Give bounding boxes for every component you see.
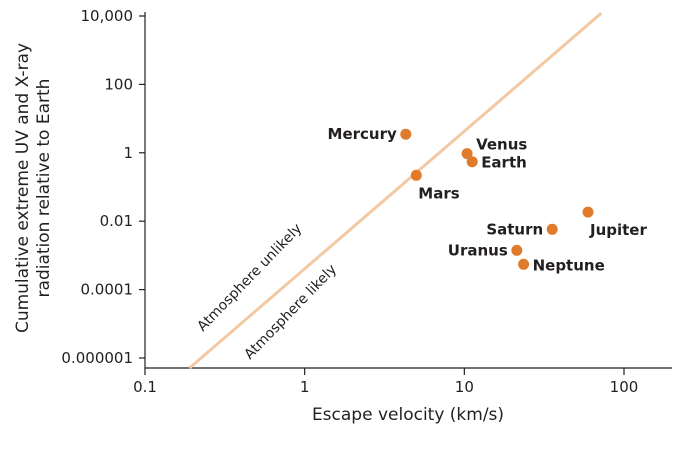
- point-label-venus: Venus: [476, 136, 527, 154]
- point-mars: [410, 169, 422, 181]
- y-tick-label: 0.0001: [81, 281, 134, 299]
- boundary-line: [188, 12, 603, 370]
- y-tick-label: 0.000001: [61, 349, 133, 367]
- point-uranus: [511, 244, 523, 256]
- point-label-neptune: Neptune: [533, 256, 605, 274]
- y-tick-label: 100: [104, 75, 133, 93]
- point-label-mercury: Mercury: [328, 125, 397, 143]
- point-saturn: [546, 223, 558, 235]
- point-venus: [461, 148, 473, 160]
- y-tick-label: 1: [123, 144, 133, 162]
- x-tick-label: 0.1: [133, 378, 157, 396]
- x-tick-label: 10: [455, 378, 474, 396]
- y-axis-title: Cumulative extreme UV and X-ray radiatio…: [13, 43, 54, 333]
- x-tick-label: 100: [610, 378, 639, 396]
- y-axis-title-line-2: radiation relative to Earth: [34, 79, 54, 298]
- point-mercury: [400, 128, 412, 140]
- point-neptune: [518, 258, 530, 270]
- point-earth: [466, 156, 478, 168]
- boundary-line-group: [188, 12, 603, 370]
- y-tick-label: 10,000: [81, 7, 134, 25]
- y-axis-title-line-1: Cumulative extreme UV and X-ray: [13, 43, 33, 333]
- axes: [144, 12, 672, 369]
- point-label-earth: Earth: [481, 154, 527, 172]
- x-axis-title: Escape velocity (km/s): [312, 405, 504, 425]
- tick-group: 0.1 1 10 100 0.000001 0.0001 0.01 1 100 10,000: [61, 7, 638, 396]
- point-label-mars: Mars: [418, 184, 459, 202]
- point-label-saturn: Saturn: [486, 220, 543, 238]
- data-points: [400, 128, 594, 270]
- region-labels: Atmosphere unlikely Atmosphere likely: [194, 221, 340, 363]
- point-label-jupiter: Jupiter: [589, 221, 647, 239]
- x-tick-label: 1: [300, 378, 310, 396]
- y-tick-label: 0.01: [100, 212, 133, 230]
- point-label-uranus: Uranus: [448, 241, 508, 259]
- point-jupiter: [582, 206, 594, 218]
